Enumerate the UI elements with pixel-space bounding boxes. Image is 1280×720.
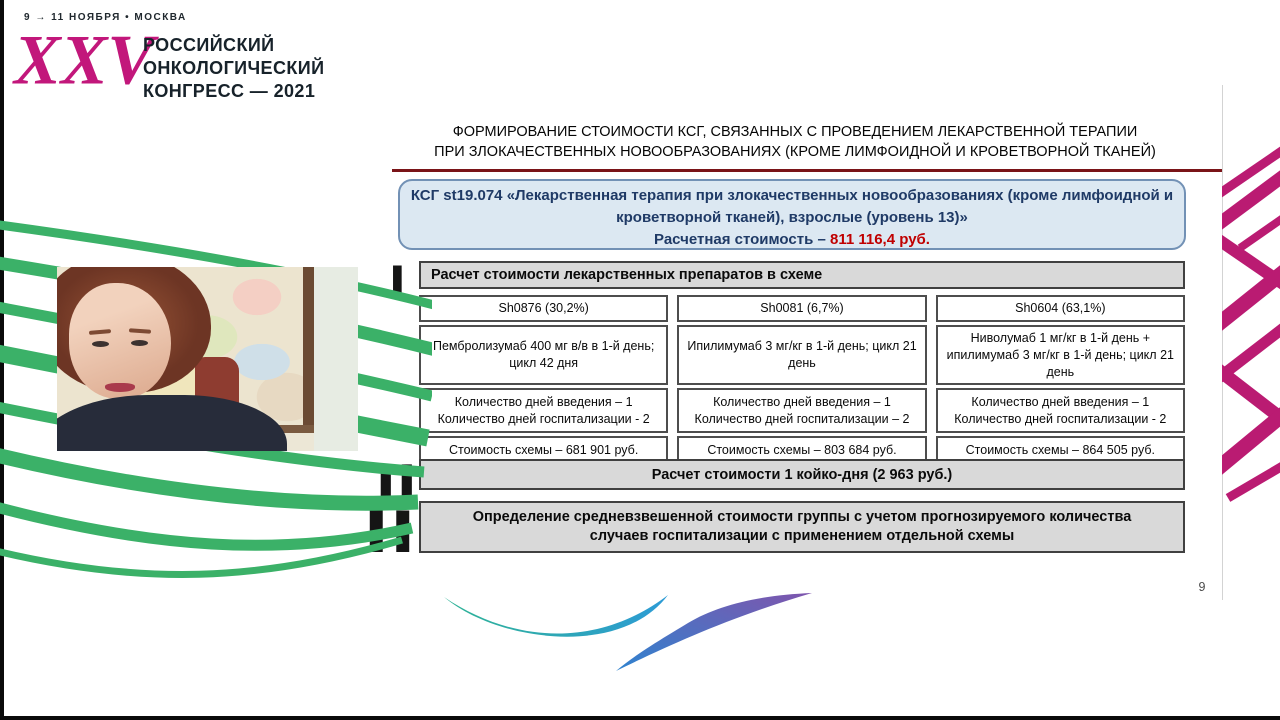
scheme-2-days: Количество дней введения – 1 Количество … [677,388,927,433]
scheme-column-3: Sh0604 (63,1%) Ниволумаб 1 мг/кг в 1-й д… [935,295,1185,464]
ksg-summary-box: КСГ st19.074 «Лекарственная терапия при … [398,179,1186,250]
bottom-letterbox-bar [0,716,1280,720]
wall-background [314,267,358,451]
scheme-2-regimen: Ипилимумаб 3 мг/кг в 1-й день; цикл 21 д… [677,325,927,385]
slide-page-number: 9 [1198,580,1206,594]
scheme-column-2: Sh0081 (6,7%) Ипилимумаб 3 мг/кг в 1-й д… [677,295,927,464]
slide-title: ФОРМИРОВАНИЕ СТОИМОСТИ КСГ, СВЯЗАННЫХ С … [400,122,1190,162]
speaker-webcam-video [57,267,358,451]
congress-dates: 9 → 11 НОЯБРЯ • МОСКВА [24,12,187,23]
scheme-3-code: Sh0604 (63,1%) [935,295,1185,322]
purple-swoosh [616,593,812,671]
slide-title-line1: ФОРМИРОВАНИЕ СТОИМОСТИ КСГ, СВЯЗАННЫХ С … [452,124,1138,140]
section-3-header: Определение средневзвешенной стоимости г… [419,501,1185,553]
speaker-eye-right [131,340,148,346]
title-underline-rule [392,169,1222,172]
teal-swoosh [444,595,668,637]
magenta-ribbon-decoration [1222,146,1280,502]
ksg-line1: КСГ st19.074 «Лекарственная терапия при … [410,187,1174,204]
scheme-column-1: Sh0876 (30,2%) Пембролизумаб 400 мг в/в … [419,295,669,464]
speaker-face [69,283,171,399]
scheme-2-days-line1: Количество дней введения – 1 [713,394,891,409]
congress-title-line1: РОССИЙСКИЙ [143,35,275,55]
slide-title-line2: ПРИ ЗЛОКАЧЕСТВЕННЫХ НОВООБРАЗОВАНИЯХ (КР… [434,144,1156,160]
section-1-header: Расчет стоимости лекарственных препарато… [419,261,1185,289]
wave-swoosh-decoration [444,593,812,671]
section-numeral-1: I [388,258,408,302]
speaker-eye-left [92,341,109,347]
scheme-3-regimen: Ниволумаб 1 мг/кг в 1-й день + ипилимума… [935,325,1185,385]
scheme-1-days: Количество дней введения – 1 Количество … [419,388,669,433]
scheme-2-code: Sh0081 (6,7%) [677,295,927,322]
congress-title-line2: ОНКОЛОГИЧЕСКИЙ [143,58,325,78]
speaker-lips [105,383,135,392]
scheme-2-days-line2: Количество дней госпитализации – 2 [694,411,910,426]
ksg-line2: кроветворной тканей), взрослые (уровень … [616,209,968,226]
scheme-1-days-line1: Количество дней введения – 1 [454,394,633,409]
scheme-3-days: Количество дней введения – 1 Количество … [935,388,1185,433]
congress-title-line3: КОНГРЕСС — 2021 [143,81,316,101]
scheme-3-days-line1: Количество дней введения – 1 [971,394,1150,409]
ksg-cost-line: Расчетная стоимость – 811 116,4 руб. [400,229,1184,251]
scheme-1-days-line2: Количество дней госпитализации - 2 [437,411,650,426]
scheme-1-regimen: Пембролизумаб 400 мг в/в в 1-й день; цик… [419,325,669,385]
section-2-header: Расчет стоимости 1 койко-дня (2 963 руб.… [419,459,1185,490]
congress-title: РОССИЙСКИЙ ОНКОЛОГИЧЕСКИЙ КОНГРЕСС — 202… [143,34,324,103]
slide-right-border [1222,85,1223,600]
scheme-3-days-line2: Количество дней госпитализации - 2 [954,411,1167,426]
ksg-cost-label: Расчетная стоимость – [654,231,830,248]
congress-xxv-logo: XXV [14,21,155,100]
scheme-tables: Sh0876 (30,2%) Пембролизумаб 400 мг в/в … [419,295,1185,464]
ksg-cost-value: 811 116,4 руб. [829,231,930,248]
scheme-1-code: Sh0876 (30,2%) [419,295,669,322]
map-frame-edge [303,267,314,433]
